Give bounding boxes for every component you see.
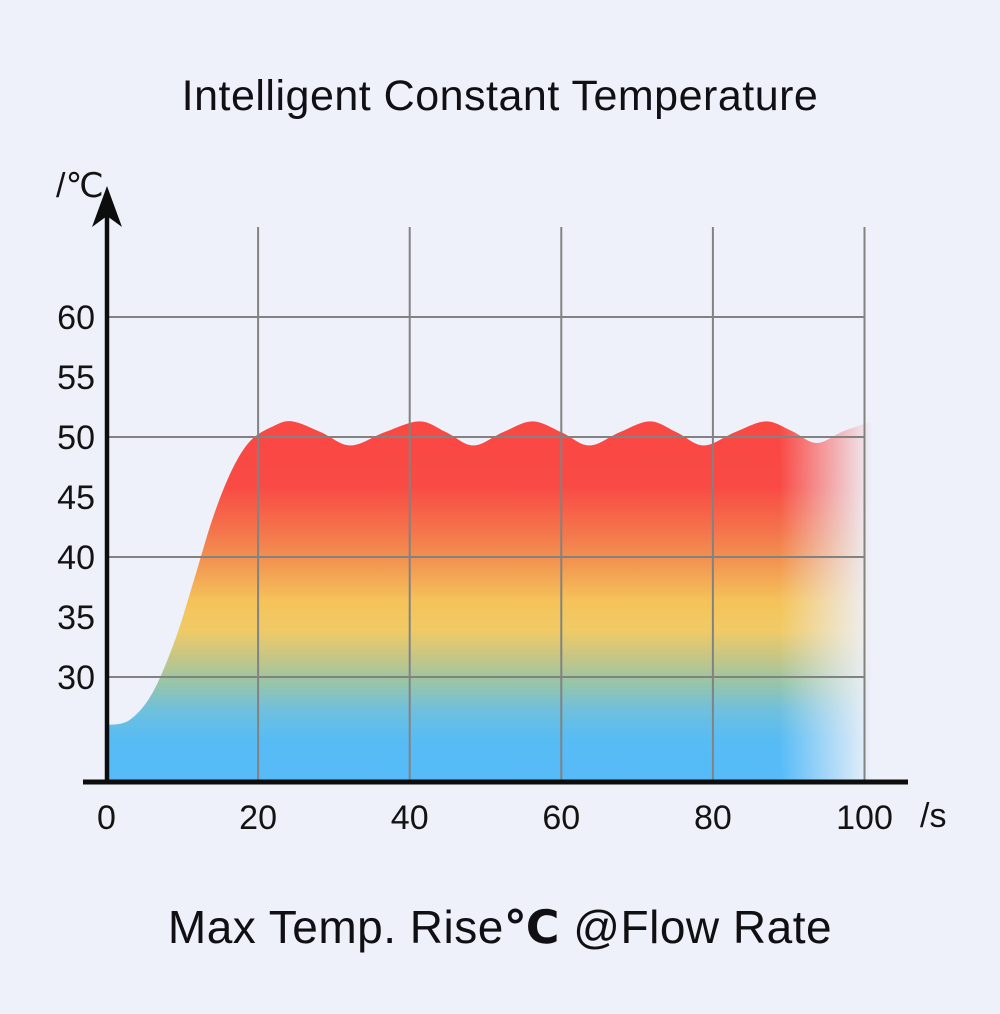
x-tick-label: 20 (239, 799, 277, 837)
y-tick-label: 35 (57, 599, 95, 637)
x-tick-label: 60 (542, 799, 580, 837)
y-tick-label: 45 (57, 479, 95, 517)
y-axis-unit-label: /℃ (56, 167, 104, 205)
temperature-area (106, 421, 873, 782)
x-tick-label: 100 (836, 799, 893, 837)
chart-caption: Max Temp. Rise℃ @Flow Rate (0, 900, 1000, 954)
y-axis-arrow-icon (92, 186, 122, 227)
y-tick-label: 40 (57, 539, 95, 577)
x-tick-label: 80 (694, 799, 732, 837)
y-tick-label: 55 (57, 359, 95, 397)
y-tick-label: 30 (57, 659, 95, 697)
grid (106, 227, 866, 782)
y-tick-label: 50 (57, 419, 95, 457)
x-tick-label: 40 (391, 799, 429, 837)
y-tick-label: 60 (57, 299, 95, 337)
degree-celsius-symbol: ℃ (503, 901, 561, 953)
caption-prefix: Max Temp. Rise (167, 901, 504, 953)
x-axis-unit-label: /s (920, 797, 946, 835)
caption-suffix: @Flow Rate (560, 901, 833, 953)
chart-title: Intelligent Constant Temperature (181, 72, 819, 120)
x-tick-label: 0 (97, 799, 116, 837)
